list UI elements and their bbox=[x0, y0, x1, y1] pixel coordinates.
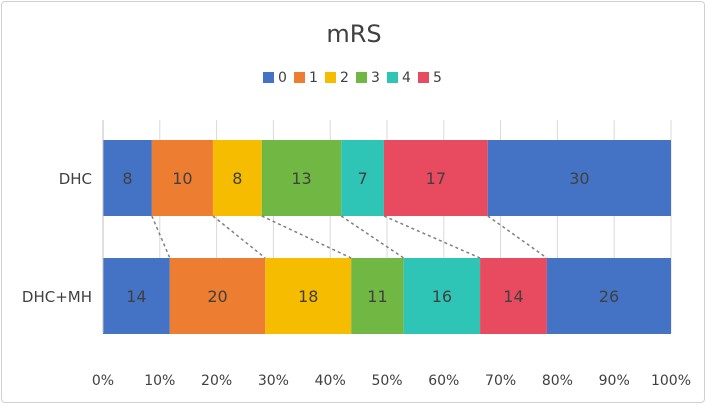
data-label: 30 bbox=[569, 169, 589, 188]
bar-segment bbox=[103, 258, 170, 334]
legend-swatch-3 bbox=[356, 72, 367, 83]
data-label: 11 bbox=[367, 287, 387, 306]
data-label: 8 bbox=[232, 169, 242, 188]
bar-segment bbox=[261, 140, 342, 216]
bar-segment bbox=[169, 258, 266, 334]
legend-label-1: 1 bbox=[309, 70, 318, 86]
x-tick-label: 40% bbox=[315, 373, 346, 389]
data-label: 14 bbox=[126, 287, 146, 306]
bar-segment bbox=[103, 140, 152, 216]
x-tick-label: 80% bbox=[542, 373, 573, 389]
legend-label-2: 2 bbox=[340, 70, 349, 86]
series-line bbox=[383, 215, 481, 259]
bar-segment bbox=[265, 258, 352, 334]
legend-swatch-4 bbox=[387, 72, 398, 83]
legend-swatch-5 bbox=[418, 72, 429, 83]
legend-swatch-2 bbox=[325, 72, 336, 83]
bar-segment bbox=[487, 140, 671, 216]
data-label: 8 bbox=[122, 169, 132, 188]
bar-segment bbox=[212, 140, 262, 216]
legend-label-5: 5 bbox=[433, 70, 442, 86]
legend-label-3: 3 bbox=[371, 70, 380, 86]
series-line bbox=[212, 215, 266, 259]
data-label: 10 bbox=[172, 169, 192, 188]
x-tick-label: 50% bbox=[371, 373, 402, 389]
series-line bbox=[487, 215, 548, 259]
x-tick-label: 0% bbox=[92, 373, 114, 389]
bar-segment bbox=[546, 258, 671, 334]
data-label: 7 bbox=[357, 169, 367, 188]
legend-swatch-1 bbox=[294, 72, 305, 83]
data-label: 13 bbox=[291, 169, 311, 188]
series-line bbox=[340, 215, 405, 259]
data-label: 20 bbox=[207, 287, 227, 306]
series-line bbox=[261, 215, 352, 259]
x-tick-label: 20% bbox=[201, 373, 232, 389]
x-tick-label: 10% bbox=[144, 373, 175, 389]
bar-segment bbox=[151, 140, 213, 216]
data-label: 18 bbox=[298, 287, 318, 306]
series-line bbox=[151, 215, 171, 259]
legend-swatch-0 bbox=[263, 72, 274, 83]
data-label: 16 bbox=[432, 287, 452, 306]
x-tick-label: 70% bbox=[485, 373, 516, 389]
legend-label-0: 0 bbox=[278, 70, 287, 86]
bar-segment bbox=[383, 140, 488, 216]
data-label: 17 bbox=[426, 169, 446, 188]
bar-segment bbox=[403, 258, 481, 334]
x-tick-label: 90% bbox=[599, 373, 630, 389]
x-tick-label: 100% bbox=[651, 373, 691, 389]
x-tick-label: 60% bbox=[428, 373, 459, 389]
bar-segment bbox=[351, 258, 404, 334]
bar-segment bbox=[341, 140, 384, 216]
legend-label-4: 4 bbox=[402, 70, 411, 86]
x-tick-label: 30% bbox=[258, 373, 289, 389]
chart-title: mRS bbox=[326, 20, 381, 48]
category-label: DHC+MH bbox=[22, 288, 92, 306]
data-label: 14 bbox=[503, 287, 523, 306]
bar-segment bbox=[480, 258, 547, 334]
data-label: 26 bbox=[599, 287, 619, 306]
category-label: DHC bbox=[59, 170, 92, 188]
